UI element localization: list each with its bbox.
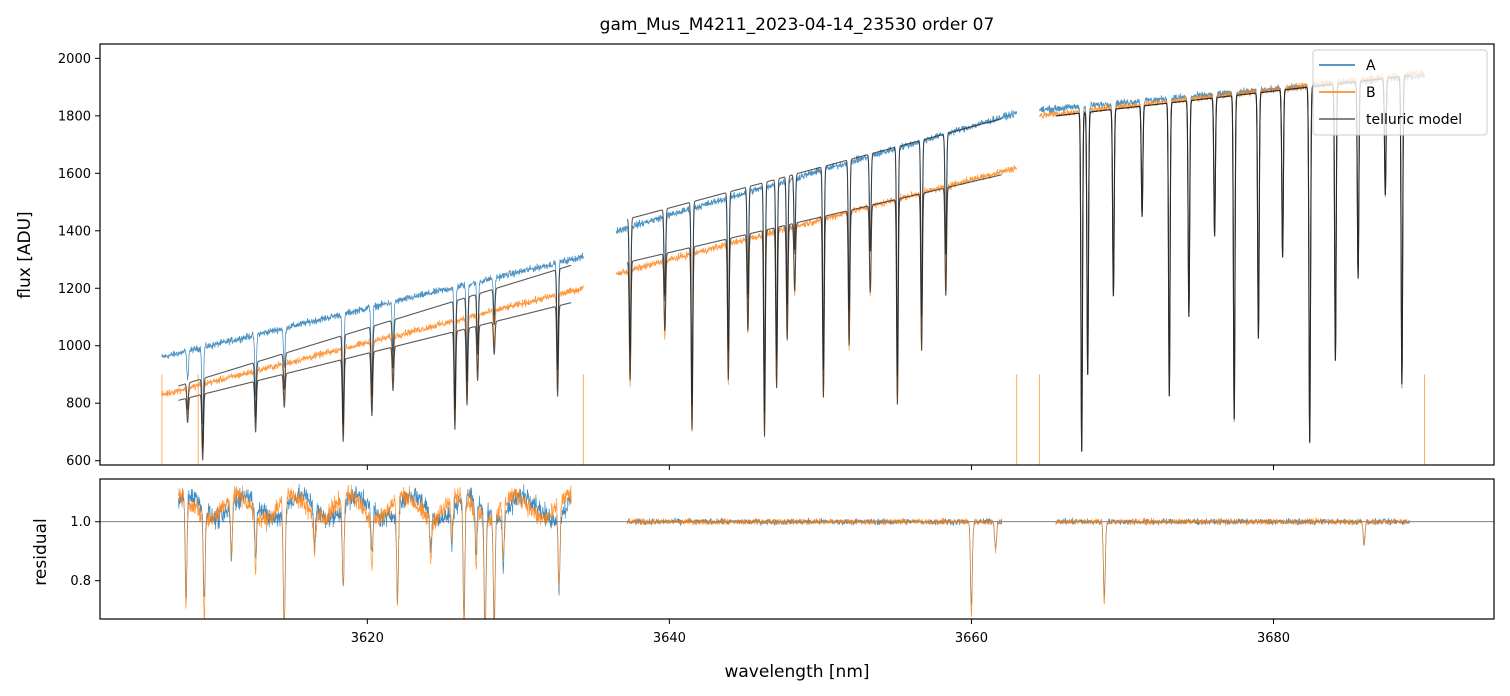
residual-x-tick-label: 3640	[653, 631, 686, 646]
flux-y-label: flux [ADU]	[15, 211, 35, 298]
spectrum-a-line	[616, 109, 1018, 414]
telluric-model-a-line	[626, 118, 1002, 413]
flux-y-ticks: 600 800 1000 1200 1400 1600 1800 2000	[58, 52, 100, 469]
telluric-model-a-line	[178, 264, 572, 449]
residual-panel: 0.8 1.0 3620 3640 3660 3680 residual wavelen…	[31, 478, 1495, 682]
flux-y-tick-label: 800	[66, 397, 91, 412]
telluric-model-b-line	[178, 302, 572, 461]
residual-y-tick-label: 1.0	[70, 515, 91, 530]
flux-panel: 600 800 1000 1200 1400 1600 1800 2000 flux [ADU…	[15, 43, 1495, 470]
flux-y-tick-label: 1200	[58, 282, 91, 297]
flux-y-tick-label: 1800	[58, 109, 91, 124]
spectrum-b-line	[616, 165, 1018, 438]
residual-y-tick-label: 0.8	[70, 574, 91, 589]
residual-x-ticks: 3620 3640 3660 3680	[351, 619, 1290, 646]
residual-panel-frame	[99, 478, 1495, 620]
residual-y-label: residual	[31, 518, 51, 585]
legend-box	[1312, 49, 1488, 136]
flux-panel-frame	[99, 43, 1495, 466]
residual-b-line	[178, 484, 572, 619]
legend-label-b: B	[1366, 85, 1376, 101]
flux-x-ticks	[366, 465, 1274, 470]
flux-y-tick-label: 1400	[58, 224, 91, 239]
residual-b-line	[1055, 517, 1410, 604]
flux-y-tick-label: 600	[66, 454, 91, 469]
residual-plot-area	[100, 484, 1494, 619]
residual-y-ticks: 0.8 1.0	[70, 515, 100, 589]
residual-x-tick-label: 3660	[955, 631, 988, 646]
telluric-model-b-line	[626, 174, 1002, 437]
residual-x-tick-label: 3680	[1257, 631, 1290, 646]
residual-b-line	[626, 517, 1002, 617]
legend-label-telluric: telluric model	[1366, 112, 1462, 128]
flux-y-tick-label: 1000	[58, 339, 91, 354]
flux-y-tick-label: 2000	[58, 52, 91, 67]
flux-y-tick-label: 1600	[58, 167, 91, 182]
chart-title: gam_Mus_M4211_2023-04-14_23530 order 07	[600, 15, 995, 35]
x-axis-label: wavelength [nm]	[724, 662, 869, 682]
legend-label-a: A	[1366, 58, 1376, 74]
residual-x-tick-label: 3620	[351, 631, 384, 646]
legend: A B telluric model	[1312, 49, 1488, 136]
